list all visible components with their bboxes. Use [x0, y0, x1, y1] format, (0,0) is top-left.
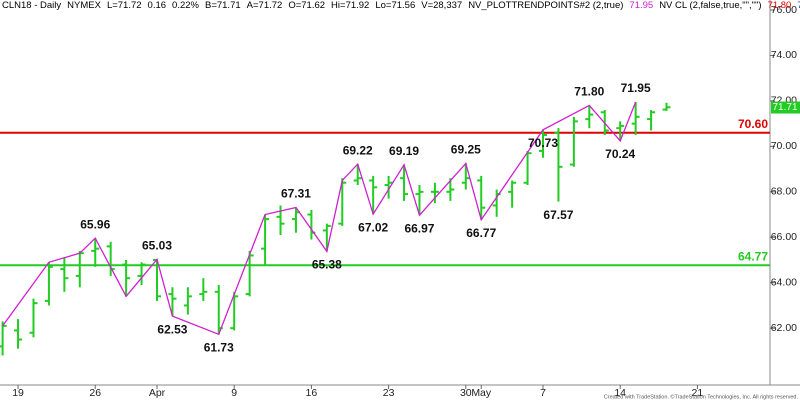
x-tick-label: 30 — [460, 387, 472, 399]
header-field: NV_PLOTTRENDPOINTS#2 (2,true) — [468, 0, 624, 11]
header-field: V=28,337 — [421, 0, 463, 11]
pivot-label: 70.73 — [528, 136, 558, 150]
pivot-label: 65.96 — [80, 217, 110, 231]
header-field: L=71.72 — [106, 0, 142, 11]
pivot-label: 70.24 — [605, 147, 635, 161]
header: CLN18 - Daily NYMEX L=71.72 0.16 0.22% B=71.7… — [2, 0, 800, 12]
level-label: 64.77 — [738, 249, 768, 263]
pivot-label: 69.22 — [343, 143, 373, 157]
x-tick-label: Apr — [149, 387, 166, 399]
pivot-label: 61.73 — [204, 340, 234, 354]
header-field: Lo=71.56 — [375, 0, 416, 11]
y-tick-label: 66.00 — [771, 231, 797, 243]
pivot-label: 66.77 — [466, 226, 496, 240]
x-tick-label: 16 — [306, 387, 318, 399]
pivot-label: 62.53 — [157, 322, 187, 336]
zigzag-line — [2, 101, 637, 336]
header-field: 71.80 — [767, 0, 792, 11]
pivot-label: 67.31 — [281, 187, 311, 201]
header-field: Hi=71.92 — [331, 0, 370, 11]
header-field: 70.24 — [797, 0, 800, 11]
y-tick-label: 68.00 — [771, 186, 797, 198]
x-tick-label: 9 — [231, 387, 237, 399]
x-tick-label: 19 — [12, 387, 24, 399]
y-tick-label: 64.00 — [771, 277, 797, 289]
pivot-label: 71.95 — [621, 81, 651, 95]
level-label: 70.60 — [738, 117, 768, 131]
y-tick-label: 76.00 — [771, 4, 797, 16]
pivot-label: 69.19 — [389, 144, 419, 158]
header-field: NV CL (2,false,true,"","") — [659, 0, 762, 11]
y-tick-label: 62.00 — [771, 322, 797, 334]
y-tick-label: 74.00 — [771, 49, 797, 61]
pivot-label: 69.25 — [451, 143, 481, 157]
pivot-label: 65.03 — [142, 238, 172, 252]
pivot-label: 65.38 — [312, 258, 342, 272]
plot-area — [0, 0, 770, 385]
x-tick-label: May — [471, 387, 492, 399]
pivot-label: 71.80 — [574, 85, 604, 99]
header-field: 71.95 — [629, 0, 654, 11]
last-price-box — [771, 101, 800, 114]
header-field: B=71.71 — [204, 0, 241, 11]
header-field: O=71.62 — [288, 0, 326, 11]
pivot-label: 66.97 — [404, 221, 434, 235]
header-field: CLN18 - Daily — [2, 0, 62, 11]
x-tick-label: 7 — [540, 387, 546, 399]
pivot-label: 67.02 — [358, 220, 388, 234]
header-field: 0.16 — [147, 0, 167, 11]
header-field: 0.22% — [172, 0, 199, 11]
copyright: Created with TradeStation. ©TradeStation… — [604, 393, 799, 400]
x-tick-label: 21 — [692, 387, 704, 399]
y-tick-label: 70.00 — [771, 140, 797, 152]
x-tick-label: 14 — [614, 387, 626, 399]
last-price-label: 71.71 — [772, 102, 797, 113]
header-field: NYMEX — [67, 0, 101, 11]
annotation-label: 67.57 — [543, 208, 573, 222]
x-tick-label: 26 — [89, 387, 101, 399]
x-tick-label: 23 — [383, 387, 395, 399]
header-field: A=71.72 — [246, 0, 283, 11]
